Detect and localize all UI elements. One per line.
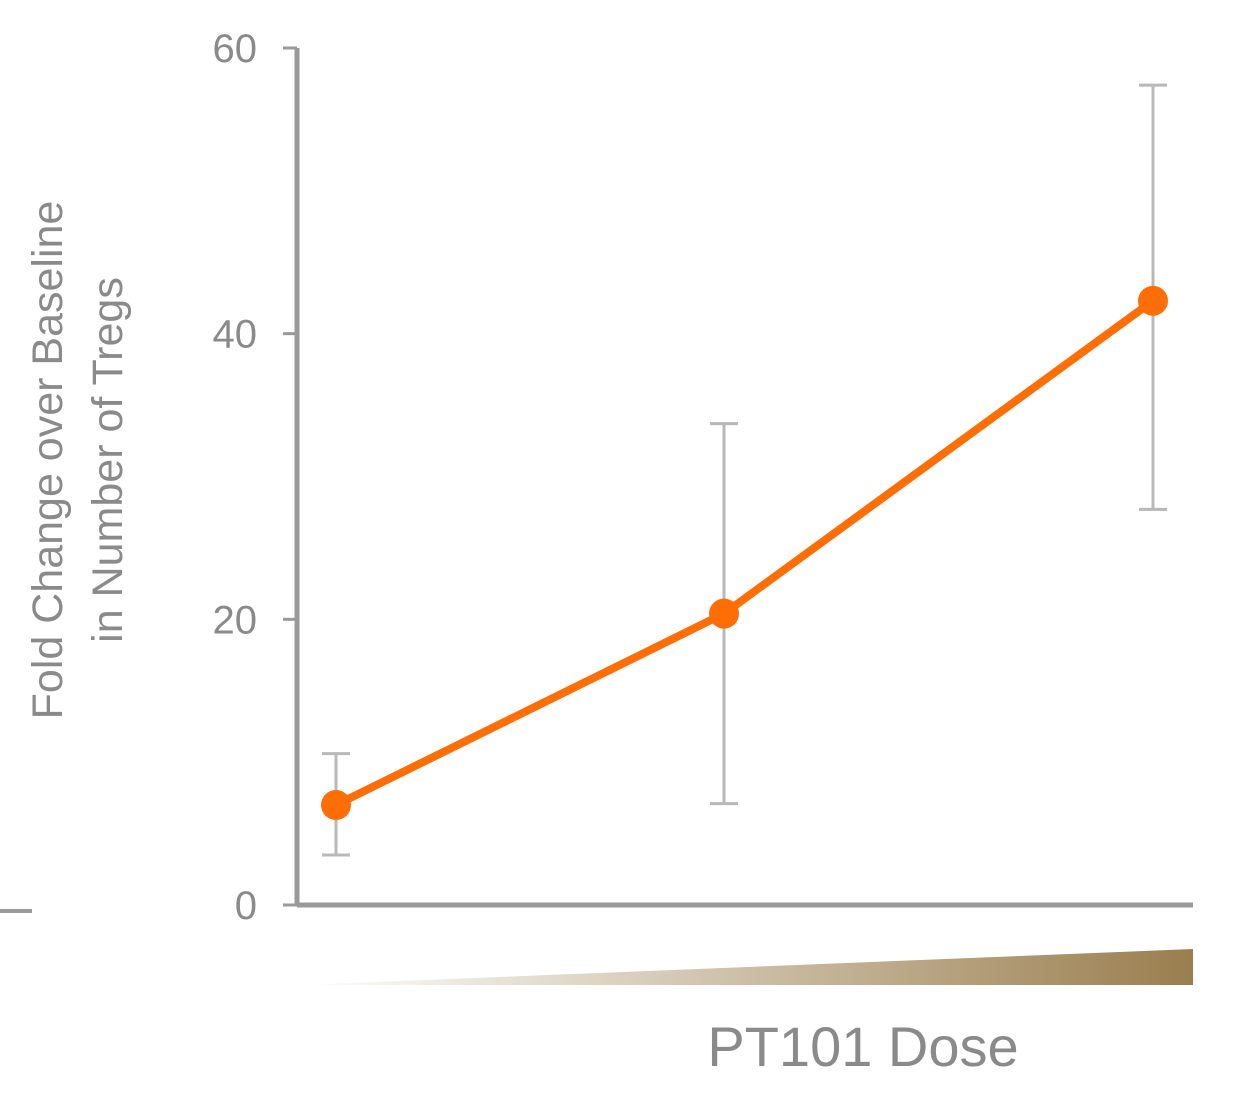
y-tick-label: 0 <box>235 884 257 928</box>
y-tick-label: 40 <box>213 313 258 357</box>
series-line <box>332 296 1157 810</box>
dose-wedge <box>300 949 1193 985</box>
y-tick-label: 60 <box>213 27 258 71</box>
data-point <box>709 598 739 629</box>
data-point <box>1138 285 1168 316</box>
y-axis-ticks: 0 20 40 60 <box>213 27 297 928</box>
error-bars <box>322 83 1167 857</box>
y-axis-label-line-1: Fold Change over Baseline <box>24 201 72 720</box>
data-point <box>321 790 351 821</box>
y-tick-label: 20 <box>213 598 258 642</box>
y-axis-label-line-2: in Number of Tregs <box>84 277 132 643</box>
series-layer <box>321 285 1168 821</box>
x-axis-label: PT101 Dose <box>707 1015 1018 1078</box>
y-axis-label: Fold Change over Baseline in Number of T… <box>24 201 132 720</box>
